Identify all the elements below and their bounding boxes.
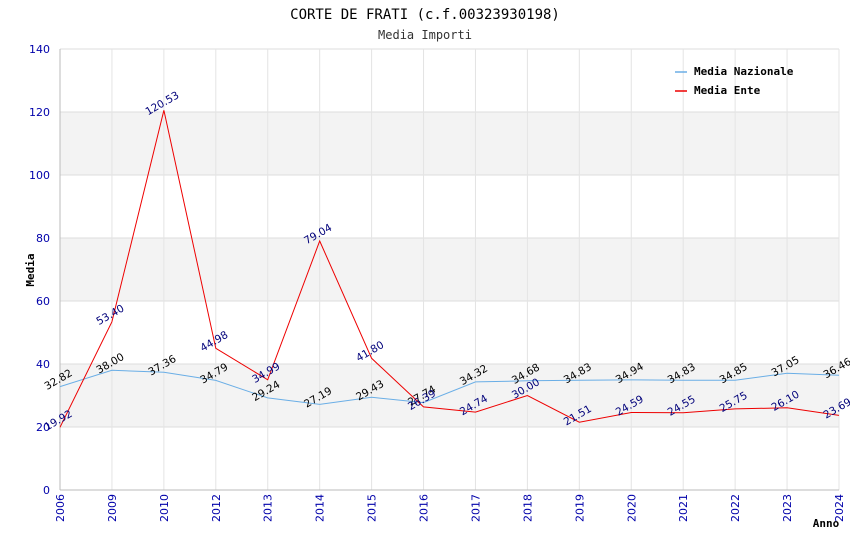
y-tick-80: 80 — [36, 232, 50, 245]
y-tick-0: 0 — [43, 484, 50, 497]
x-axis-label: Anno — [813, 517, 840, 530]
x-tick-2017: 2017 — [469, 494, 482, 522]
x-tick-2013: 2013 — [262, 494, 275, 522]
y-tick-40: 40 — [36, 358, 50, 371]
x-tick-2006: 2006 — [54, 494, 67, 522]
legend-label-media-ente: Media Ente — [694, 84, 761, 97]
y-tick-labels: 0 20 40 60 80 100 120 140 — [29, 43, 50, 497]
x-tick-2022: 2022 — [729, 494, 742, 522]
legend: Media Nazionale Media Ente — [675, 65, 794, 97]
chart-title: CORTE DE FRATI (c.f.00323930198) — [290, 7, 560, 23]
data-label-s1-2012: 44.98 — [198, 329, 230, 354]
y-axis-label: Media — [24, 253, 37, 286]
x-tick-2012: 2012 — [210, 494, 223, 522]
band-100 — [60, 112, 839, 175]
series-line-0 — [59, 369, 840, 405]
axes — [59, 49, 839, 491]
x-tick-2018: 2018 — [521, 494, 534, 522]
background-bands — [60, 112, 839, 427]
x-tick-2019: 2019 — [573, 494, 586, 522]
x-tick-2009: 2009 — [106, 494, 119, 522]
y-tick-100: 100 — [29, 169, 50, 182]
x-tick-labels: 2006 2009 2010 2012 2013 2014 2015 2016 2017 2018… — [54, 494, 846, 522]
x-tick-2023: 2023 — [781, 494, 794, 522]
y-tick-120: 120 — [29, 106, 50, 119]
y-tick-140: 140 — [29, 43, 50, 56]
series-lines — [59, 110, 840, 428]
x-tick-2021: 2021 — [677, 494, 690, 522]
data-label-s1-2015: 41.80 — [354, 339, 386, 364]
x-tick-2010: 2010 — [158, 494, 171, 522]
x-tick-2014: 2014 — [314, 494, 327, 522]
x-tick-2016: 2016 — [418, 494, 431, 522]
band-20 — [60, 364, 839, 427]
chart-subtitle: Media Importi — [378, 28, 472, 42]
x-tick-2020: 2020 — [625, 494, 638, 522]
x-tick-2024: 2024 — [833, 494, 846, 522]
band-60 — [60, 238, 839, 301]
data-label-s1-2006: 19.92 — [42, 408, 74, 433]
series-line-1 — [59, 110, 840, 428]
legend-label-media-nazionale: Media Nazionale — [694, 65, 794, 78]
y-tick-60: 60 — [36, 295, 50, 308]
x-tick-2015: 2015 — [366, 494, 379, 522]
y-tick-20: 20 — [36, 421, 50, 434]
